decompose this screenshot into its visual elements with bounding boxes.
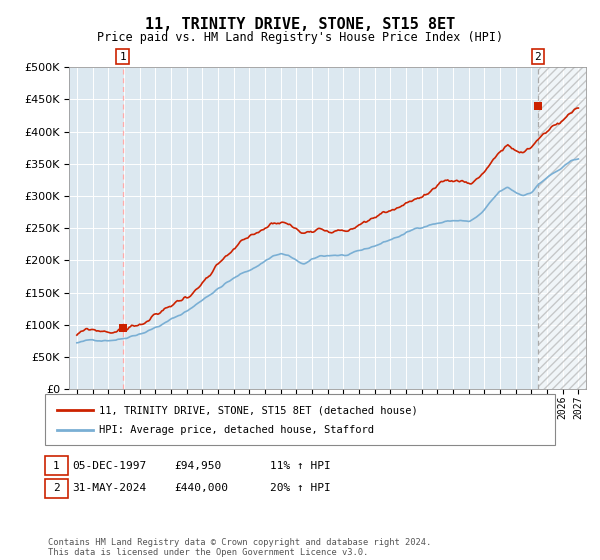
Text: 11% ↑ HPI: 11% ↑ HPI — [270, 461, 331, 471]
Text: Contains HM Land Registry data © Crown copyright and database right 2024.
This d: Contains HM Land Registry data © Crown c… — [48, 538, 431, 557]
Text: 31-MAY-2024: 31-MAY-2024 — [72, 483, 146, 493]
Text: 2: 2 — [535, 52, 541, 62]
Text: £440,000: £440,000 — [174, 483, 228, 493]
Text: Price paid vs. HM Land Registry's House Price Index (HPI): Price paid vs. HM Land Registry's House … — [97, 31, 503, 44]
Text: 11, TRINITY DRIVE, STONE, ST15 8ET (detached house): 11, TRINITY DRIVE, STONE, ST15 8ET (deta… — [99, 405, 418, 416]
Text: 05-DEC-1997: 05-DEC-1997 — [72, 461, 146, 471]
Text: 11, TRINITY DRIVE, STONE, ST15 8ET: 11, TRINITY DRIVE, STONE, ST15 8ET — [145, 17, 455, 32]
Text: 20% ↑ HPI: 20% ↑ HPI — [270, 483, 331, 493]
Text: 1: 1 — [119, 52, 126, 62]
Text: 2: 2 — [53, 483, 60, 493]
Text: HPI: Average price, detached house, Stafford: HPI: Average price, detached house, Staf… — [99, 424, 374, 435]
Text: £94,950: £94,950 — [174, 461, 221, 471]
Polygon shape — [538, 67, 586, 389]
Text: 1: 1 — [53, 461, 60, 471]
